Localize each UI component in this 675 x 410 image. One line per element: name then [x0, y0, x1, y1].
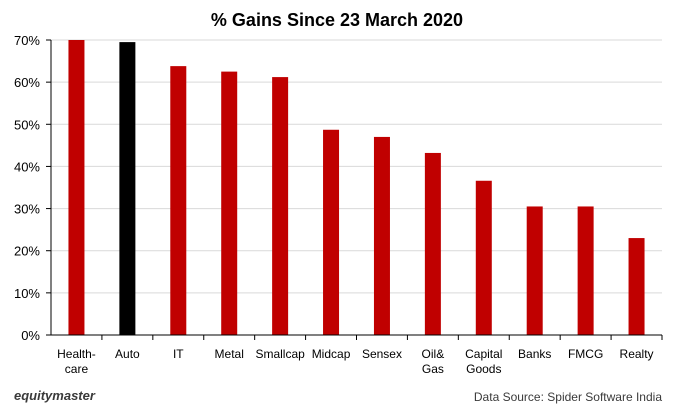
x-tick-label: IT	[173, 347, 184, 361]
y-tick-label: 10%	[14, 286, 40, 301]
y-axis-ticks: 0% 10% 20% 30% 40% 50% 60% 70%	[14, 33, 52, 343]
equitymaster-logo: equitymaster	[14, 388, 96, 403]
bar	[68, 40, 85, 335]
bar	[577, 206, 594, 335]
chart-title: % Gains Since 23 March 2020	[211, 10, 463, 30]
x-tick-label: Realty	[620, 347, 654, 361]
x-tick-label: FMCG	[568, 347, 603, 361]
x-tick-label: Health-	[57, 347, 96, 361]
bar	[475, 180, 492, 335]
bars	[68, 40, 645, 335]
bar	[119, 42, 136, 335]
bar	[323, 129, 340, 335]
x-tick-label: Banks	[518, 347, 551, 361]
bar	[628, 238, 645, 335]
y-tick-label: 0%	[21, 328, 40, 343]
y-tick-label: 20%	[14, 244, 40, 259]
y-tick-label: 40%	[14, 159, 40, 174]
bar	[272, 77, 289, 335]
bar	[526, 206, 543, 335]
x-tick-label: Goods	[466, 362, 501, 376]
x-tick-label: Auto	[115, 347, 140, 361]
x-tick-label: Gas	[422, 362, 444, 376]
y-tick-label: 50%	[14, 117, 40, 132]
bar	[170, 66, 187, 335]
gridlines	[51, 39, 662, 294]
data-source-note: Data Source: Spider Software India	[474, 390, 662, 404]
x-tick-label: Sensex	[362, 347, 402, 361]
y-tick-label: 30%	[14, 202, 40, 217]
x-tick-label: care	[65, 362, 89, 376]
y-tick-label: 60%	[14, 75, 40, 90]
x-axis-labels: Health-care Auto IT Metal Smallcap Midcap Sens…	[57, 335, 663, 376]
y-tick-label: 70%	[14, 33, 40, 48]
x-tick-label: Oil&	[422, 347, 445, 361]
bar	[221, 71, 238, 335]
x-tick-label: Metal	[215, 347, 244, 361]
x-tick-label: Midcap	[312, 347, 351, 361]
bar	[373, 136, 390, 335]
bar	[424, 152, 441, 335]
x-tick-label: Capital	[465, 347, 502, 361]
x-tick-label: Smallcap	[255, 347, 305, 361]
